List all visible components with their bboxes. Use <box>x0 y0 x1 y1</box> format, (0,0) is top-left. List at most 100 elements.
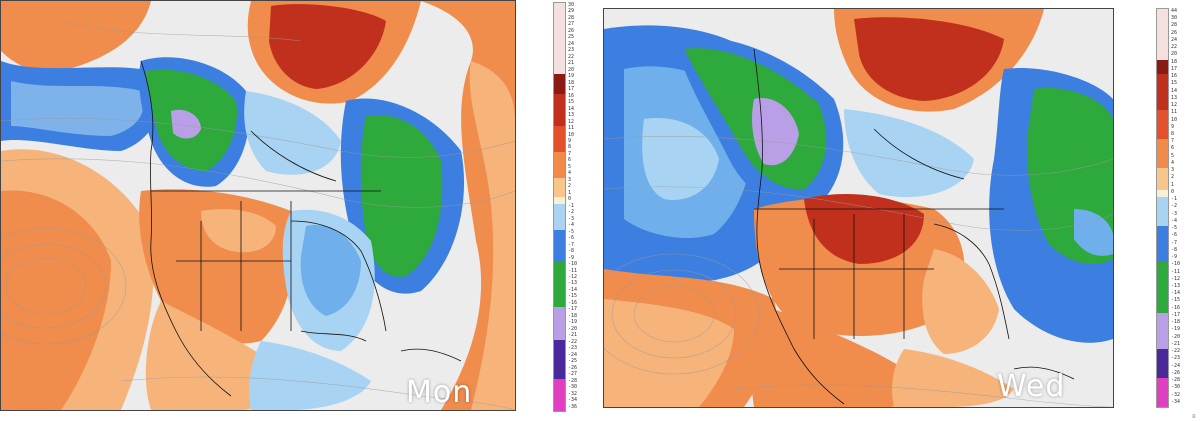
scale-swatch <box>554 190 565 198</box>
scale-swatch <box>1157 378 1168 386</box>
scale-swatch <box>554 164 565 172</box>
scale-tick-label: 10 <box>568 131 575 138</box>
scale-tick-label: 13 <box>1171 94 1178 101</box>
scale-tick-label: -19 <box>1171 326 1181 333</box>
scale-swatch <box>1157 233 1168 242</box>
scale-tick-label: -10 <box>1171 261 1181 268</box>
scale-tick-label: 17 <box>568 86 575 93</box>
scale-tick-label: -15 <box>568 293 578 300</box>
scale-tick-label: -19 <box>568 319 578 326</box>
scale-tick-label: -24 <box>1171 362 1181 369</box>
scale-tick-label: 29 <box>568 8 575 15</box>
scale-tick-label: -11 <box>568 267 578 274</box>
scale-swatch <box>554 281 565 289</box>
scale-tick-label: 28 <box>568 14 575 21</box>
scale-tick-label: -34 <box>1171 398 1181 405</box>
scale-tick-label: -13 <box>568 280 578 287</box>
scale-swatch <box>554 158 565 166</box>
scale-swatch <box>554 15 565 23</box>
scale-swatch <box>1157 139 1168 147</box>
scale-swatch <box>554 28 565 36</box>
scale-tick-label: 22 <box>568 53 575 60</box>
scale-swatch <box>554 113 565 121</box>
scale-tick-label: 12 <box>568 118 575 125</box>
scale-tick-label: -5 <box>568 228 575 235</box>
scale-swatch <box>554 287 565 295</box>
scale-swatch <box>554 139 565 146</box>
scale-swatch <box>1157 30 1168 39</box>
scale-swatch <box>1157 132 1168 140</box>
scale-swatch <box>1157 9 1168 17</box>
scale-swatch <box>554 119 565 127</box>
scale-swatch <box>1157 392 1168 401</box>
scale-swatch <box>554 339 565 347</box>
scale-swatch <box>1157 341 1168 350</box>
scale-swatch <box>554 67 565 75</box>
scale-tick-label: -2 <box>1171 203 1178 210</box>
scale-tick-label: -6 <box>1171 232 1178 239</box>
scale-tick-label: 4 <box>568 170 572 177</box>
scale-tick-label: -16 <box>1171 304 1181 311</box>
scale-tick-label: 17 <box>1171 65 1178 72</box>
scale-swatch <box>554 132 565 140</box>
scale-swatch <box>554 210 565 218</box>
scale-swatch <box>554 372 565 380</box>
scale-swatch <box>554 378 565 386</box>
scale-swatch <box>1157 66 1168 75</box>
scale-swatch <box>1157 45 1168 53</box>
scale-tick-label: 16 <box>1171 73 1178 80</box>
scale-swatch <box>554 365 565 373</box>
scale-tick-label: 10 <box>1171 116 1178 123</box>
scale-tick-label: -10 <box>568 261 578 268</box>
scale-tick-label: -21 <box>568 332 578 339</box>
scale-tick-label: 11 <box>568 125 575 132</box>
scale-swatch <box>1157 117 1168 126</box>
scale-swatch <box>1157 312 1168 321</box>
scale-swatch <box>554 320 565 328</box>
scale-tick-label: -4 <box>1171 217 1178 224</box>
scale-tick-label: 24 <box>568 40 575 47</box>
scale-swatch <box>554 398 565 406</box>
scale-swatch <box>1157 255 1168 263</box>
scale-tick-label: 27 <box>568 21 575 28</box>
scale-swatch <box>554 391 565 399</box>
scale-swatch <box>554 223 565 231</box>
scale-swatch <box>554 54 565 62</box>
scale-swatch <box>554 346 565 354</box>
scale-tick-label: -1 <box>568 202 575 209</box>
scale-tick-label: -24 <box>568 351 578 358</box>
scale-tick-label: 6 <box>568 157 572 164</box>
scale-swatch <box>1157 146 1168 155</box>
scale-swatch <box>1157 305 1168 314</box>
scale-swatch <box>1157 363 1168 372</box>
scale-tick-label: -21 <box>1171 340 1181 347</box>
scale-swatch <box>1157 399 1168 408</box>
scale-swatch <box>554 307 565 315</box>
scale-tick-label: 24 <box>1171 36 1178 43</box>
scale-swatch <box>1157 168 1168 176</box>
scale-swatch <box>554 352 565 360</box>
scale-swatch <box>554 106 565 114</box>
scale-tick-label: -13 <box>1171 282 1181 289</box>
scale-swatch <box>1157 110 1168 119</box>
scale-swatch <box>1157 283 1168 292</box>
scale-swatch <box>554 236 565 244</box>
scale-tick-label: 30 <box>1171 15 1178 22</box>
scale-swatch <box>554 126 565 134</box>
scale-tick-label: -17 <box>1171 311 1181 318</box>
scale-tick-label: 13 <box>568 112 575 119</box>
scale-tick-label: 15 <box>1171 80 1178 87</box>
scale-swatch <box>1157 370 1168 379</box>
scale-swatch <box>1157 334 1168 343</box>
scale-tick-label: 1 <box>1171 181 1175 188</box>
scale-tick-label: -25 <box>568 358 578 365</box>
scale-swatch <box>554 268 565 276</box>
scale-swatch <box>1157 37 1168 46</box>
scale-tick-label: -22 <box>1171 348 1181 355</box>
scale-swatch <box>554 249 565 257</box>
scale-tick-label: -23 <box>568 345 578 352</box>
scale-tick-label: 8 <box>568 144 572 151</box>
scale-tick-label: -7 <box>1171 239 1178 246</box>
scale-tick-label: 9 <box>568 138 572 144</box>
scale-tick-label: -12 <box>1171 275 1181 282</box>
